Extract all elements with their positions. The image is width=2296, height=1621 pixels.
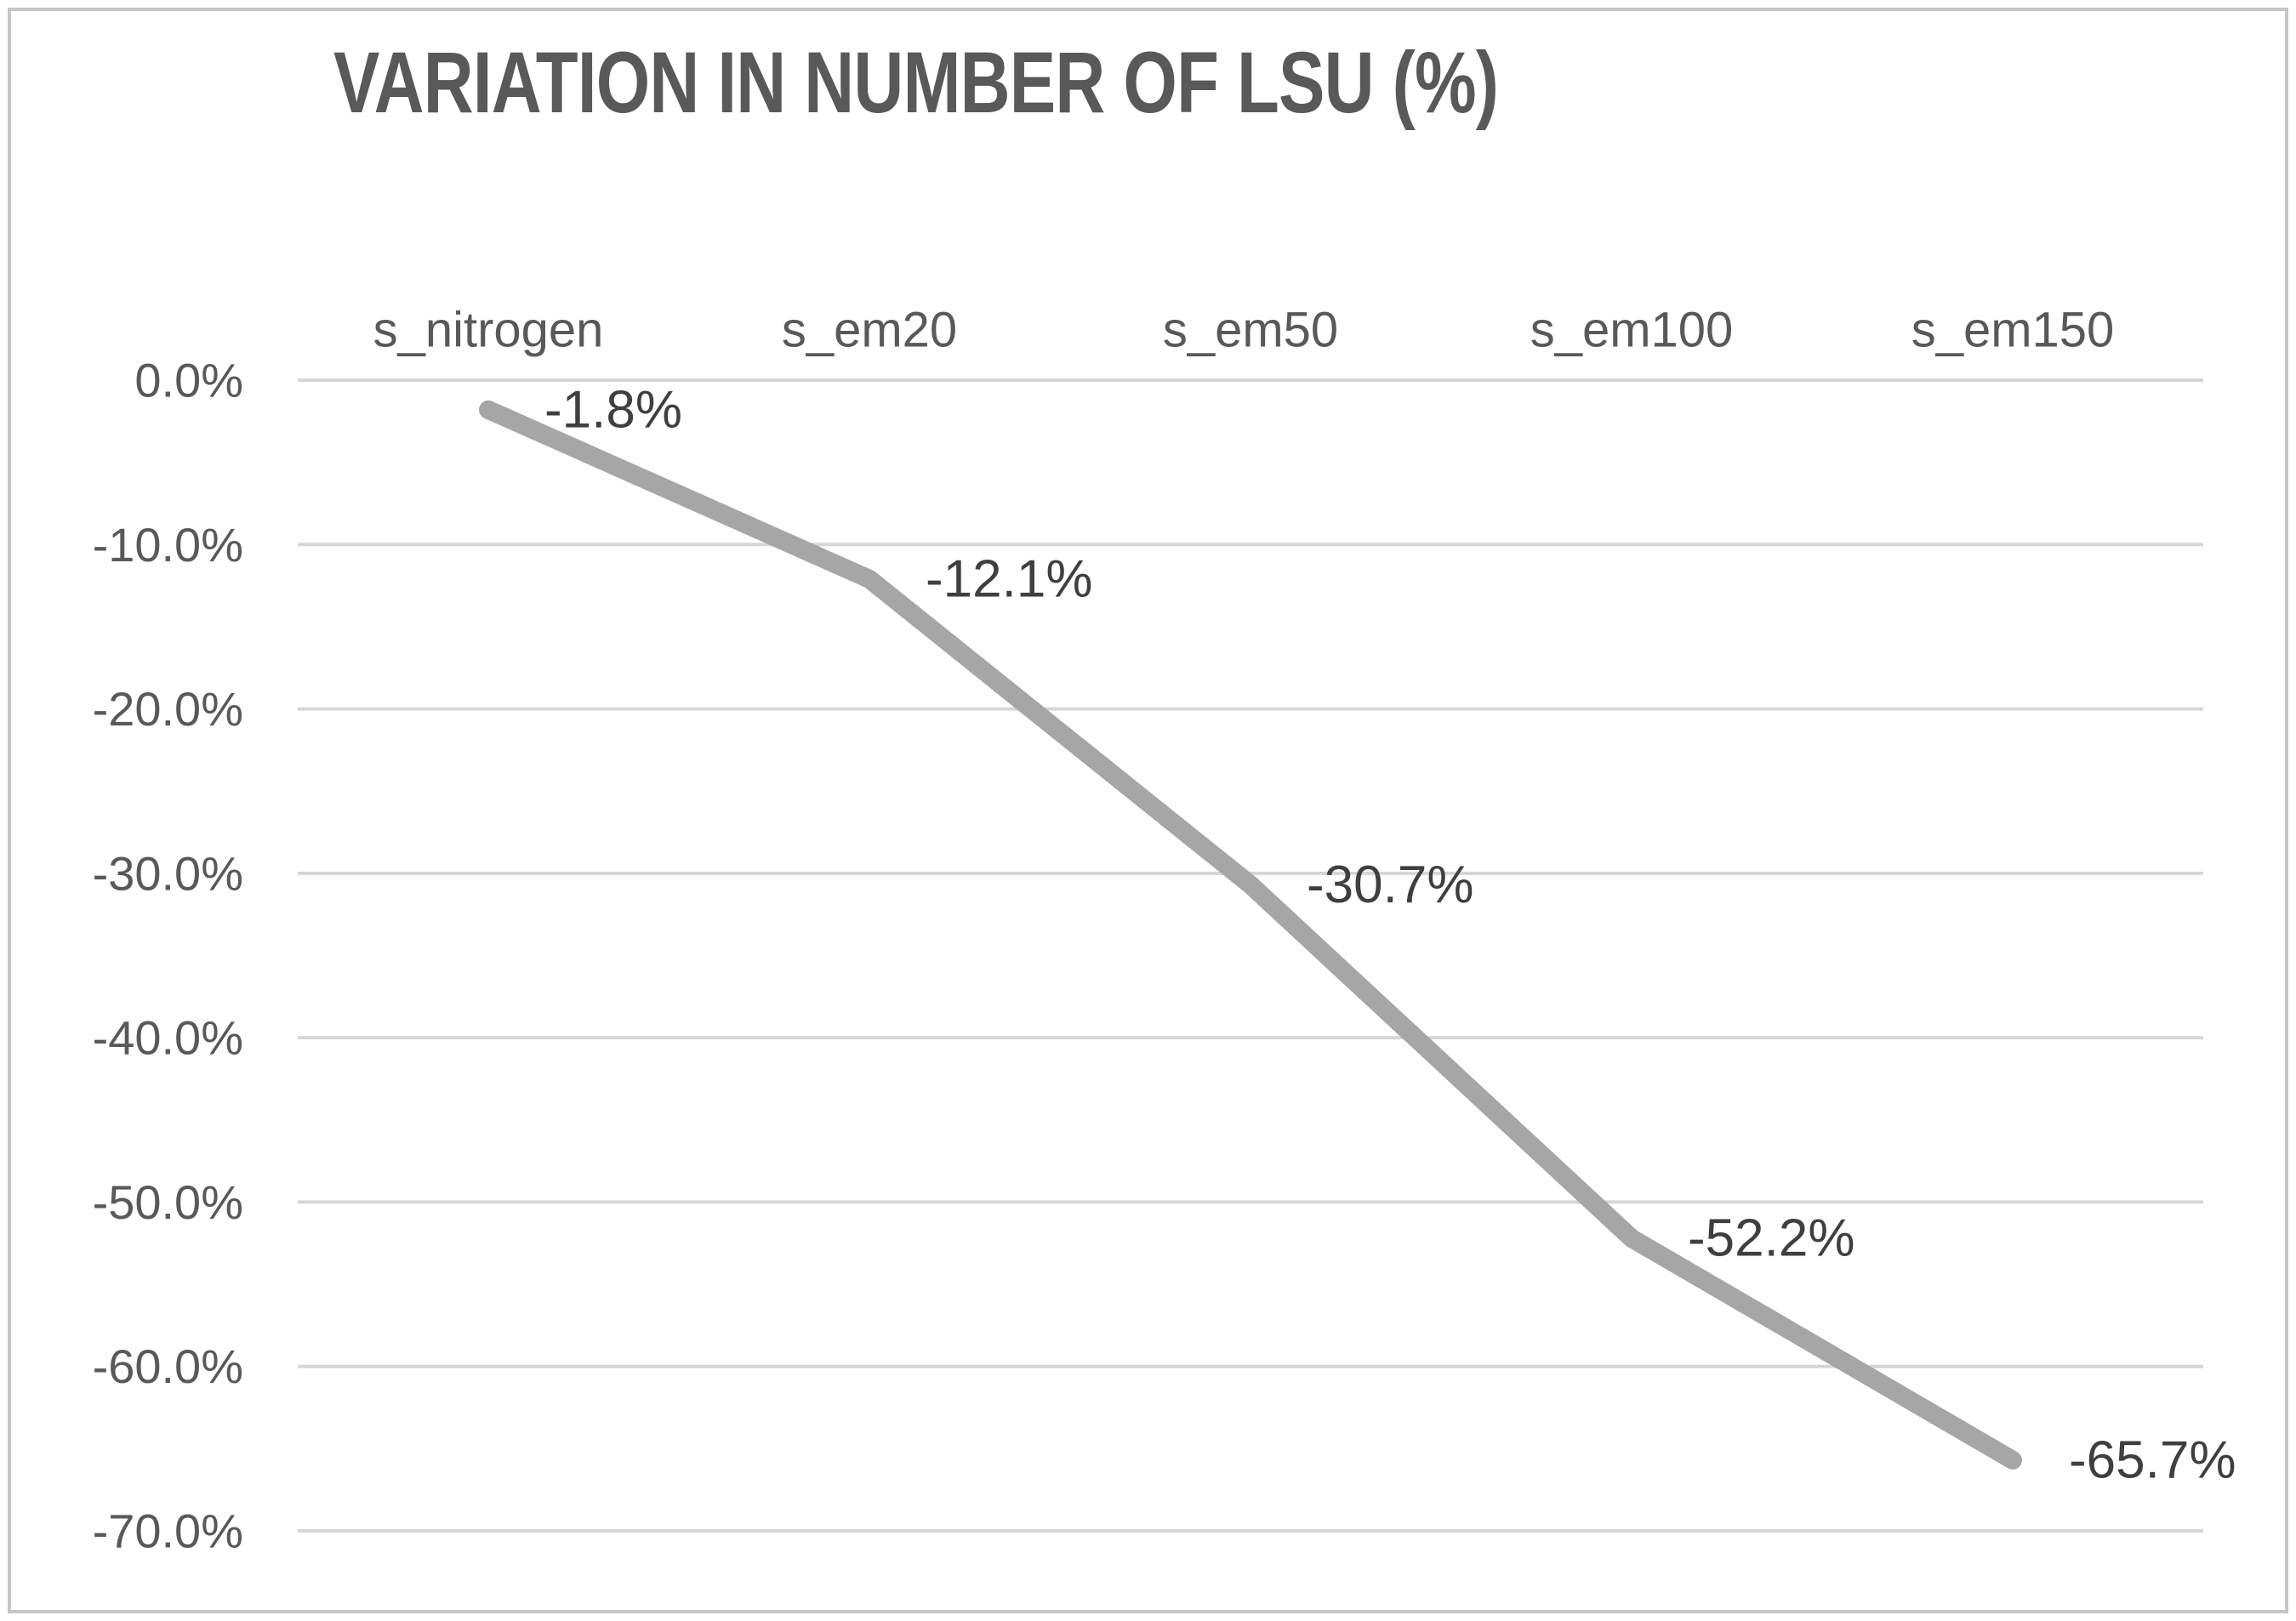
data-point-label: -65.7% bbox=[2069, 1430, 2236, 1489]
y-axis-tick-label: 0.0% bbox=[134, 354, 243, 407]
data-point-label: -30.7% bbox=[1307, 856, 1473, 914]
data-point-label: -12.1% bbox=[926, 549, 1092, 608]
series-line bbox=[479, 400, 2022, 1470]
data-point-label: -1.8% bbox=[544, 380, 682, 439]
category-label: s_em100 bbox=[1530, 303, 1734, 358]
data-point-label: -52.2% bbox=[1688, 1209, 1854, 1267]
chart-title: VARIATION IN NUMBER OF LSU (%) bbox=[333, 34, 1499, 131]
y-axis-tick-label: -50.0% bbox=[93, 1175, 243, 1229]
y-axis-tick-label: -20.0% bbox=[93, 682, 243, 736]
category-label: s_em20 bbox=[782, 303, 957, 358]
y-axis-tick-label: -40.0% bbox=[93, 1011, 243, 1065]
category-label: s_em50 bbox=[1163, 303, 1338, 358]
category-label: s_nitrogen bbox=[373, 303, 604, 358]
y-axis-tick-label: -70.0% bbox=[93, 1504, 243, 1558]
category-label: s_em150 bbox=[1911, 303, 2115, 358]
y-axis-tick-label: -10.0% bbox=[93, 518, 243, 572]
y-axis-tick-label: -30.0% bbox=[93, 846, 243, 900]
y-axis-tick-label: -60.0% bbox=[93, 1339, 243, 1393]
